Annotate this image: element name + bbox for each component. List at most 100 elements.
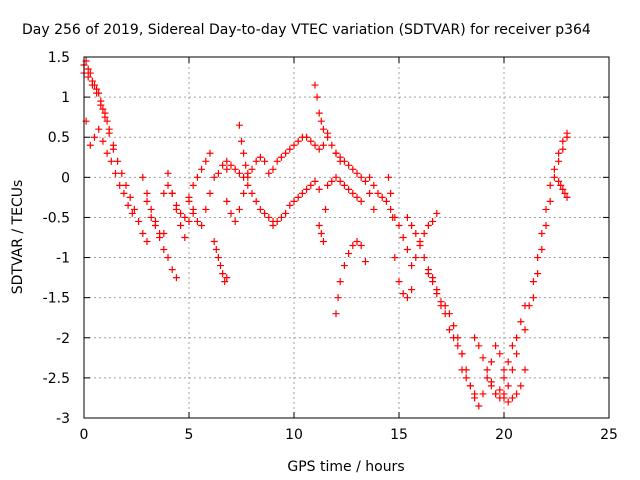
data-point xyxy=(408,221,416,229)
data-point xyxy=(273,217,281,225)
data-point xyxy=(93,85,101,93)
data-point xyxy=(399,234,407,241)
data-point xyxy=(160,246,168,254)
y-tick-label: -2 xyxy=(56,331,70,347)
data-point xyxy=(298,189,306,197)
series-arc-23h-low xyxy=(555,177,571,201)
plot-frame xyxy=(83,56,610,419)
data-point xyxy=(479,390,487,398)
data-point xyxy=(277,213,285,221)
data-point xyxy=(555,157,563,165)
data-point xyxy=(504,382,512,390)
series-arc-9h-b xyxy=(269,177,323,229)
data-point xyxy=(328,177,336,185)
y-tick-label: 1.5 xyxy=(48,50,70,66)
data-point xyxy=(307,181,315,189)
data-point xyxy=(336,177,344,185)
data-point xyxy=(135,217,143,225)
data-point xyxy=(353,169,361,177)
data-point xyxy=(370,181,378,189)
data-point xyxy=(324,181,332,189)
data-point xyxy=(303,185,311,193)
data-point xyxy=(311,81,319,89)
data-point xyxy=(513,350,521,358)
data-point xyxy=(109,141,117,149)
data-point xyxy=(345,161,353,169)
data-point xyxy=(389,213,397,221)
data-point xyxy=(185,193,193,201)
x-tick-label: 15 xyxy=(390,427,408,443)
data-point xyxy=(521,326,529,334)
data-point xyxy=(345,250,353,258)
data-point xyxy=(130,205,138,213)
data-point xyxy=(168,266,176,274)
data-point xyxy=(91,81,98,89)
data-point xyxy=(114,157,122,165)
data-point xyxy=(151,221,159,229)
data-point xyxy=(168,189,176,197)
data-point xyxy=(424,270,432,278)
data-point xyxy=(395,221,403,229)
data-point xyxy=(408,286,416,294)
data-point xyxy=(450,334,458,342)
data-point xyxy=(261,157,269,165)
data-point xyxy=(361,258,369,266)
data-point xyxy=(458,366,466,374)
data-point xyxy=(256,205,264,213)
data-point xyxy=(238,137,245,145)
data-point xyxy=(420,254,428,262)
data-point xyxy=(538,246,546,254)
data-point xyxy=(454,342,462,350)
data-point xyxy=(332,173,340,181)
data-point xyxy=(128,209,136,217)
series-arc-9h xyxy=(265,129,332,177)
data-point xyxy=(475,402,483,410)
data-point xyxy=(374,189,382,197)
data-point xyxy=(403,213,411,221)
data-point xyxy=(332,310,340,318)
data-point xyxy=(231,165,239,173)
data-point xyxy=(198,221,206,229)
data-point xyxy=(529,294,537,302)
data-point xyxy=(546,181,554,189)
data-point xyxy=(357,197,365,205)
data-point xyxy=(391,254,399,262)
data-point xyxy=(219,270,227,278)
data-point xyxy=(416,242,424,250)
x-tick-label: 10 xyxy=(285,427,303,443)
series-arc-11h-low xyxy=(315,205,329,246)
data-point xyxy=(437,302,445,310)
data-point xyxy=(542,221,550,229)
data-point xyxy=(95,125,103,133)
data-point xyxy=(227,209,235,217)
data-point xyxy=(538,229,546,237)
data-point xyxy=(479,354,487,362)
data-point xyxy=(221,278,229,286)
data-point xyxy=(475,342,483,350)
x-axis-label: GPS time / hours xyxy=(287,459,404,475)
data-point xyxy=(525,302,533,310)
data-point xyxy=(122,181,130,189)
data-point xyxy=(559,185,567,193)
data-point xyxy=(139,173,147,181)
data-point xyxy=(101,109,109,117)
series-arc-7h xyxy=(223,161,277,225)
data-point xyxy=(95,89,103,97)
data-point xyxy=(118,169,126,177)
data-point xyxy=(504,398,512,406)
data-point xyxy=(370,205,378,213)
series-arc-4h-b xyxy=(164,169,197,241)
data-point xyxy=(500,394,508,402)
x-tick-label: 25 xyxy=(600,427,618,443)
data-point xyxy=(193,173,201,181)
data-point xyxy=(223,274,231,282)
data-point xyxy=(282,149,290,157)
data-point xyxy=(231,217,239,225)
y-tick-label: -1.5 xyxy=(43,291,70,307)
data-point xyxy=(550,173,558,181)
data-point xyxy=(315,145,323,153)
x-tick-label: 5 xyxy=(185,427,194,443)
data-point xyxy=(433,209,441,217)
data-point xyxy=(534,270,542,278)
data-point xyxy=(466,382,474,390)
